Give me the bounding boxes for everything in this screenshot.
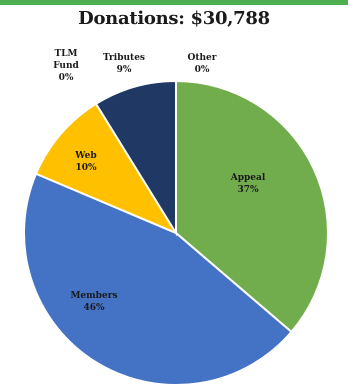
accent-bar <box>0 0 348 5</box>
slice-label-tlm-fund: TLM Fund 0% <box>53 49 79 83</box>
chart-title: Donations: $30,788 <box>78 8 270 29</box>
slice-label-tributes: Tributes 9% <box>103 53 145 75</box>
slice-label-web: Web 10% <box>74 151 97 173</box>
pie-labels: Appeal 37% Members 46% Web 10% TLM Fund 0% Tribut… <box>53 49 266 313</box>
pie-slice-web <box>34 102 179 236</box>
pie-slice-members <box>23 172 293 386</box>
slice-label-appeal: Appeal 37% <box>230 173 266 195</box>
pie-slice-tributes <box>94 79 177 237</box>
slice-label-other: Other 0% <box>187 53 216 75</box>
pie-slices <box>23 79 329 386</box>
slice-label-members: Members 46% <box>70 291 117 313</box>
pie-slice-appeal <box>175 79 329 334</box>
